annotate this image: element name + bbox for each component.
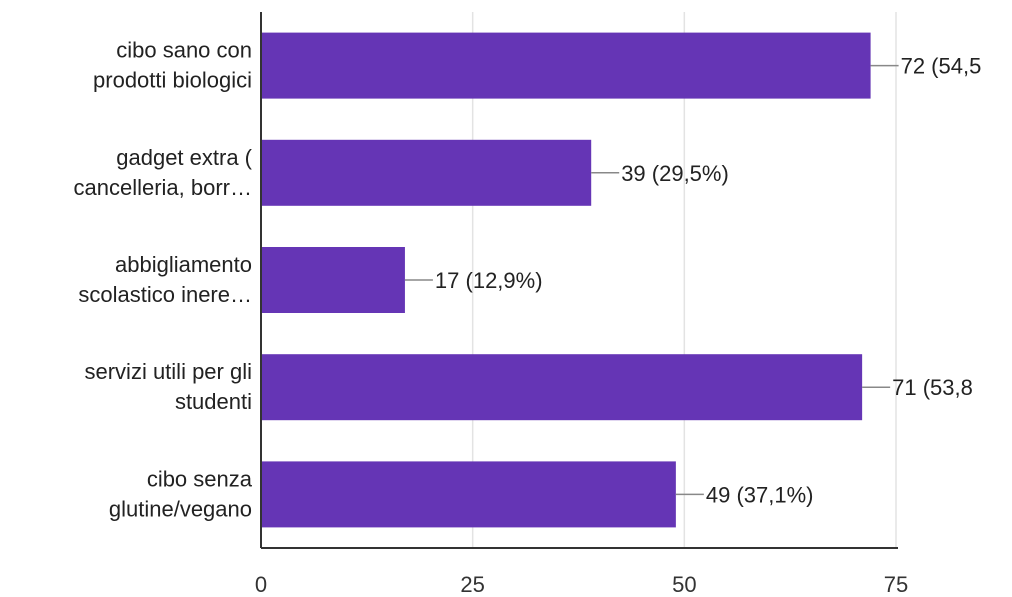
data-label: 39 (29,5%)	[621, 161, 729, 186]
x-tick-label: 50	[672, 572, 696, 597]
data-label: 17 (12,9%)	[435, 268, 543, 293]
category-label: abbigliamento scolastico inere…	[78, 252, 252, 307]
bar	[261, 354, 863, 421]
x-tick-label: 75	[884, 572, 908, 597]
bar	[261, 32, 871, 99]
axes	[260, 12, 898, 549]
bar	[261, 461, 676, 528]
bar	[261, 247, 405, 313]
data-label: 71 (53,8	[892, 375, 973, 400]
x-tick-label: 0	[255, 572, 267, 597]
bars	[261, 32, 871, 528]
gridlines	[471, 12, 897, 548]
x-tick-label: 25	[460, 572, 484, 597]
labels: 0 25 50 75 72 (54,5 cibo sano con prodotti bio…	[73, 38, 981, 597]
category-label: cibo senza glutine/vegano	[109, 466, 253, 521]
category-label: gadget extra (cancelleria, borr…	[73, 145, 252, 200]
category-label: cibo sano con prodotti biologici	[93, 38, 252, 93]
category-label: servizi utili per gli studenti	[85, 359, 253, 414]
data-label: 72 (54,5	[901, 54, 982, 79]
data-label: 49 (37,1%)	[706, 482, 814, 507]
bar	[261, 139, 592, 206]
